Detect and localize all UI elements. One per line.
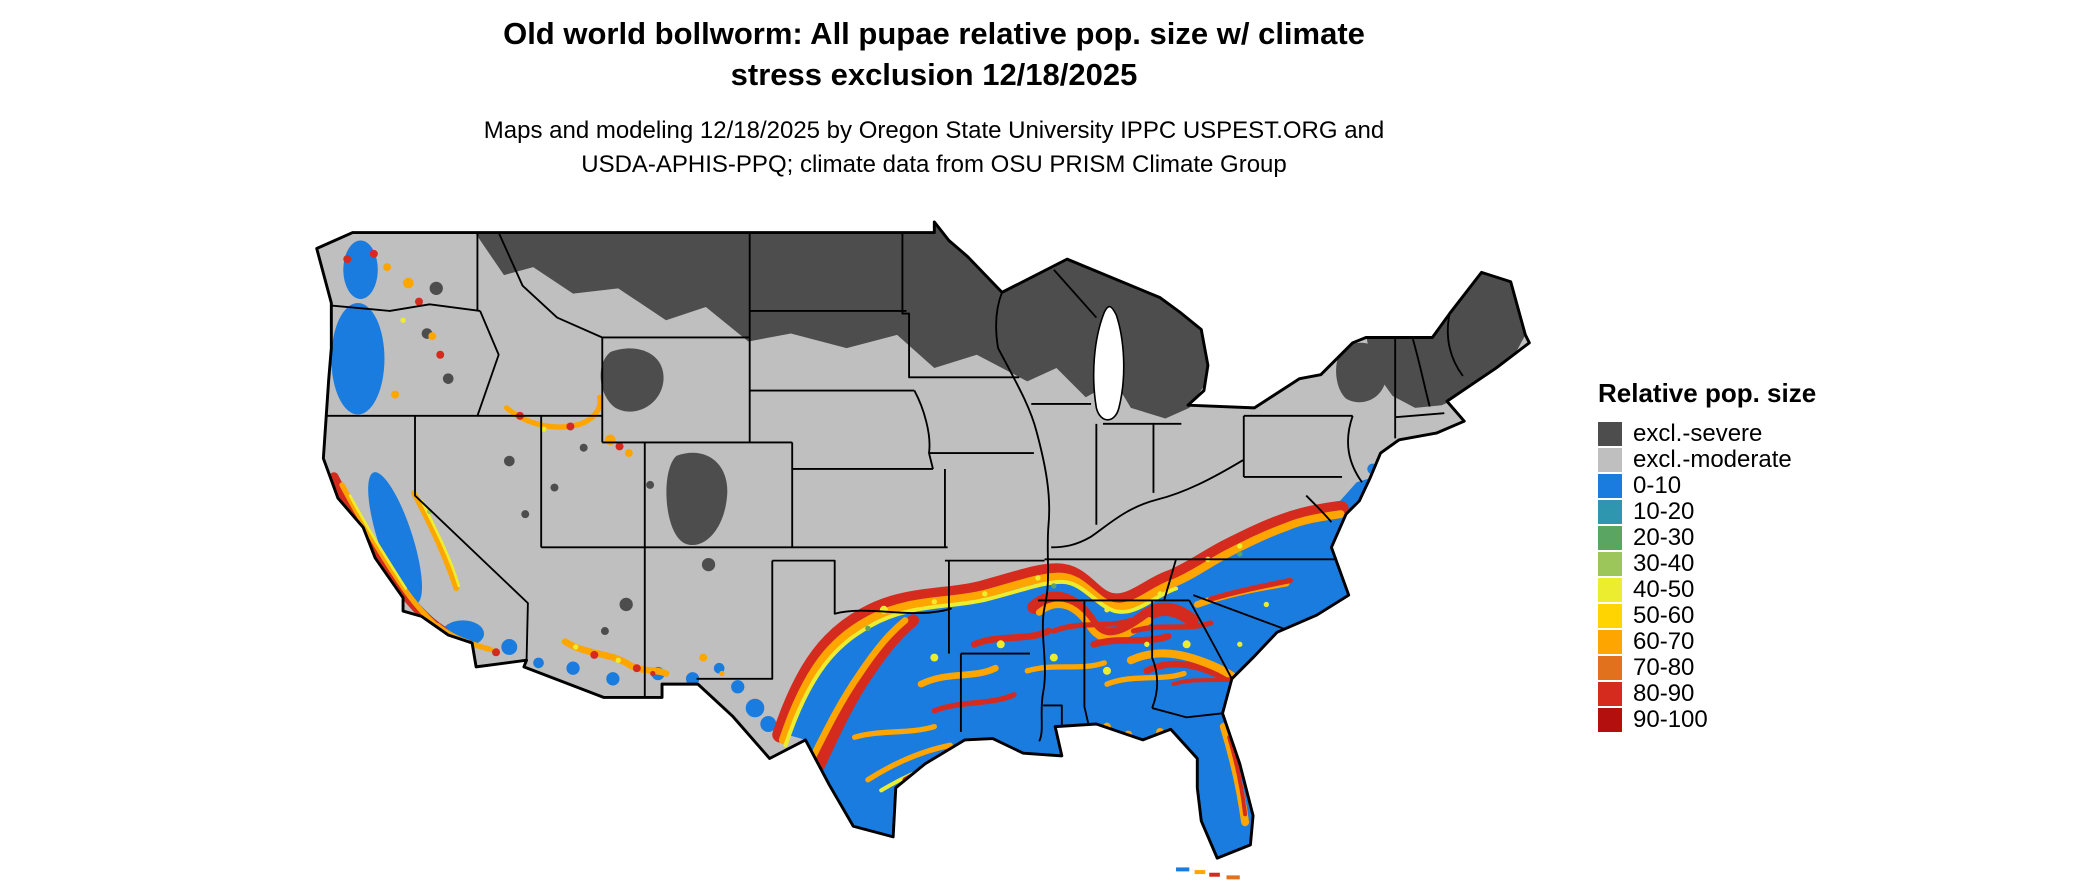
figure-subtitle: Maps and modeling 12/18/2025 by Oregon S…: [0, 114, 1868, 182]
us-map: [310, 206, 1548, 890]
lake-michigan: [1092, 305, 1125, 421]
legend-swatch: [1598, 682, 1622, 706]
legend-item: 50-60: [1598, 603, 1816, 629]
legend-swatch: [1598, 448, 1622, 472]
legend-item: 0-10: [1598, 473, 1816, 499]
legend-item: excl.-moderate: [1598, 447, 1816, 473]
legend-label: 40-50: [1633, 576, 1695, 603]
figure-header: Old world bollworm: All pupae relative p…: [0, 14, 1868, 182]
legend-swatch: [1598, 656, 1622, 680]
legend-items: excl.-severe excl.-moderate 0-10 10-20 20-30…: [1598, 421, 1816, 733]
figure-title: Old world bollworm: All pupae relative p…: [0, 14, 1868, 96]
legend-swatch: [1598, 604, 1622, 628]
legend-label: excl.-severe: [1633, 420, 1763, 447]
legend-swatch: [1598, 708, 1622, 732]
legend-swatch: [1598, 526, 1622, 550]
legend-swatch: [1598, 578, 1622, 602]
legend-label: excl.-moderate: [1633, 446, 1792, 473]
state-borders: [327, 232, 1464, 742]
legend-label: 30-40: [1633, 550, 1695, 577]
blue-population-layer: [331, 240, 1406, 859]
legend-item: 60-70: [1598, 629, 1816, 655]
legend-label: 0-10: [1633, 472, 1682, 499]
subtitle-line-2: USDA-APHIS-PPQ; climate data from OSU PR…: [581, 150, 1287, 178]
legend-label: 50-60: [1633, 602, 1695, 629]
legend-item: excl.-severe: [1598, 421, 1816, 447]
legend-item: 10-20: [1598, 499, 1816, 525]
legend-swatch: [1598, 630, 1622, 654]
legend-item: 90-100: [1598, 707, 1816, 733]
legend-label: 10-20: [1633, 498, 1695, 525]
legend-swatch: [1598, 474, 1622, 498]
legend-item: 40-50: [1598, 577, 1816, 603]
legend-label: 70-80: [1633, 654, 1695, 681]
title-line-1: Old world bollworm: All pupae relative p…: [503, 16, 1365, 51]
florida-keys: [1176, 867, 1240, 880]
legend-label: 20-30: [1633, 524, 1695, 551]
legend-item: 30-40: [1598, 551, 1816, 577]
legend-item: 80-90: [1598, 681, 1816, 707]
legend-item: 70-80: [1598, 655, 1816, 681]
legend-swatch: [1598, 422, 1622, 446]
legend-item: 20-30: [1598, 525, 1816, 551]
legend-title: Relative pop. size: [1598, 378, 1817, 408]
title-line-2: stress exclusion 12/18/2025: [730, 56, 1138, 92]
legend-swatch: [1598, 552, 1622, 576]
legend-label: 80-90: [1633, 680, 1695, 707]
legend-label: 60-70: [1633, 628, 1695, 655]
legend: Relative pop. size excl.-severe excl.-mod…: [1598, 378, 1816, 733]
legend-swatch: [1598, 500, 1622, 524]
legend-label: 90-100: [1633, 706, 1708, 733]
us-map-svg: [315, 220, 1531, 880]
subtitle-line-1: Maps and modeling 12/18/2025 by Oregon S…: [483, 116, 1385, 144]
